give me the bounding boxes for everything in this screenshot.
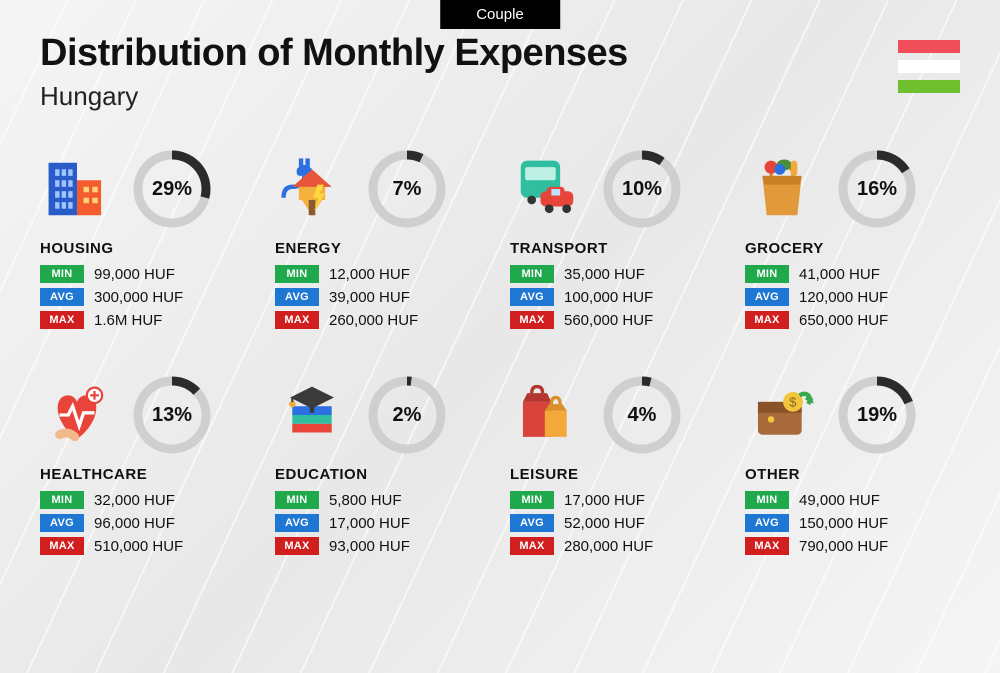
category-card-housing: 29% HOUSING MIN 99,000 HUF AVG 300,000 H… (40, 148, 255, 334)
min-value: 99,000 HUF (94, 266, 175, 283)
min-badge: MIN (40, 265, 84, 283)
max-badge: MAX (745, 537, 789, 555)
pct-label: 13% (132, 375, 212, 455)
pct-ring: 4% (602, 375, 682, 455)
min-badge: MIN (275, 491, 319, 509)
leisure-icon (510, 378, 584, 452)
pct-ring: 16% (837, 149, 917, 229)
min-badge: MIN (745, 491, 789, 509)
category-label: HEALTHCARE (40, 466, 255, 483)
header: Distribution of Monthly Expenses Hungary (40, 32, 960, 112)
min-value: 35,000 HUF (564, 266, 645, 283)
grocery-icon (745, 152, 819, 226)
max-value: 790,000 HUF (799, 538, 888, 555)
svg-text:$: $ (789, 394, 797, 409)
category-card-grocery: 16% GROCERY MIN 41,000 HUF AVG 120,000 H… (745, 148, 960, 334)
max-value: 650,000 HUF (799, 312, 888, 329)
flag-stripe-green (898, 80, 960, 93)
category-grid: 29% HOUSING MIN 99,000 HUF AVG 300,000 H… (40, 148, 960, 560)
pct-label: 4% (602, 375, 682, 455)
avg-value: 120,000 HUF (799, 289, 888, 306)
avg-badge: AVG (275, 288, 319, 306)
max-badge: MAX (275, 537, 319, 555)
category-label: ENERGY (275, 240, 490, 257)
category-card-other: $ 19% OTHER MIN 49,000 HUF AVG 150,000 H… (745, 374, 960, 560)
min-value: 49,000 HUF (799, 492, 880, 509)
max-badge: MAX (40, 311, 84, 329)
housing-icon (40, 152, 114, 226)
page-title: Distribution of Monthly Expenses (40, 32, 960, 75)
category-label: TRANSPORT (510, 240, 725, 257)
education-icon (275, 378, 349, 452)
other-icon: $ (745, 378, 819, 452)
pct-ring: 10% (602, 149, 682, 229)
min-badge: MIN (745, 265, 789, 283)
tab-couple: Couple (440, 0, 560, 29)
max-badge: MAX (510, 311, 554, 329)
pct-label: 2% (367, 375, 447, 455)
min-badge: MIN (40, 491, 84, 509)
avg-badge: AVG (510, 514, 554, 532)
flag-stripe-white (898, 60, 960, 73)
pct-ring: 2% (367, 375, 447, 455)
max-badge: MAX (510, 537, 554, 555)
pct-label: 19% (837, 375, 917, 455)
min-value: 17,000 HUF (564, 492, 645, 509)
max-value: 280,000 HUF (564, 538, 653, 555)
transport-icon (510, 152, 584, 226)
category-label: EDUCATION (275, 466, 490, 483)
min-badge: MIN (510, 265, 554, 283)
avg-value: 17,000 HUF (329, 515, 410, 532)
pct-label: 10% (602, 149, 682, 229)
avg-value: 52,000 HUF (564, 515, 645, 532)
category-card-education: 2% EDUCATION MIN 5,800 HUF AVG 17,000 HU… (275, 374, 490, 560)
avg-value: 300,000 HUF (94, 289, 183, 306)
max-value: 560,000 HUF (564, 312, 653, 329)
pct-ring: 7% (367, 149, 447, 229)
avg-badge: AVG (40, 288, 84, 306)
avg-value: 150,000 HUF (799, 515, 888, 532)
max-value: 260,000 HUF (329, 312, 418, 329)
pct-ring: 19% (837, 375, 917, 455)
pct-label: 7% (367, 149, 447, 229)
flag-hungary (898, 40, 960, 100)
avg-value: 96,000 HUF (94, 515, 175, 532)
avg-badge: AVG (275, 514, 319, 532)
max-value: 510,000 HUF (94, 538, 183, 555)
avg-badge: AVG (745, 288, 789, 306)
category-label: HOUSING (40, 240, 255, 257)
avg-value: 100,000 HUF (564, 289, 653, 306)
category-label: GROCERY (745, 240, 960, 257)
min-value: 41,000 HUF (799, 266, 880, 283)
min-value: 12,000 HUF (329, 266, 410, 283)
min-badge: MIN (275, 265, 319, 283)
max-value: 93,000 HUF (329, 538, 410, 555)
min-value: 32,000 HUF (94, 492, 175, 509)
healthcare-icon (40, 378, 114, 452)
pct-ring: 13% (132, 375, 212, 455)
pct-label: 16% (837, 149, 917, 229)
country-subtitle: Hungary (40, 81, 960, 112)
pct-ring: 29% (132, 149, 212, 229)
avg-badge: AVG (510, 288, 554, 306)
min-badge: MIN (510, 491, 554, 509)
max-badge: MAX (745, 311, 789, 329)
min-value: 5,800 HUF (329, 492, 402, 509)
max-badge: MAX (275, 311, 319, 329)
category-label: OTHER (745, 466, 960, 483)
avg-badge: AVG (40, 514, 84, 532)
max-value: 1.6M HUF (94, 312, 162, 329)
pct-label: 29% (132, 149, 212, 229)
flag-stripe-red (898, 40, 960, 53)
avg-value: 39,000 HUF (329, 289, 410, 306)
category-card-energy: 7% ENERGY MIN 12,000 HUF AVG 39,000 HUF … (275, 148, 490, 334)
energy-icon (275, 152, 349, 226)
category-card-leisure: 4% LEISURE MIN 17,000 HUF AVG 52,000 HUF… (510, 374, 725, 560)
category-card-healthcare: 13% HEALTHCARE MIN 32,000 HUF AVG 96,000… (40, 374, 255, 560)
category-label: LEISURE (510, 466, 725, 483)
category-card-transport: 10% TRANSPORT MIN 35,000 HUF AVG 100,000… (510, 148, 725, 334)
avg-badge: AVG (745, 514, 789, 532)
max-badge: MAX (40, 537, 84, 555)
